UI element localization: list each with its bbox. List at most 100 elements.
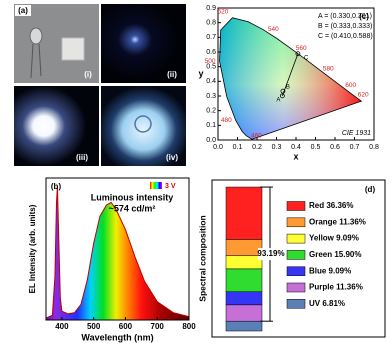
legend-label: Red 36.36% [309,201,353,210]
point-name: A [276,97,280,103]
legend-swatch [286,282,306,293]
panel-label: (d) [365,185,376,194]
y-tick-label: 0.8 [206,20,216,27]
bar-segment [225,304,263,322]
y-tick-label: 0.4 [206,78,216,85]
wavelength-label: 560 [296,45,307,52]
wavelength-label: 600 [345,82,356,89]
tie-line [281,53,299,96]
x-tick-label: 800 [182,322,196,331]
bracket-label: 93.19% [257,249,284,258]
x-tick-label: 0.1 [233,144,243,151]
point-coords: A = (0.330,0.301) [318,13,372,20]
frame [45,177,190,321]
legend-swatch [286,201,306,211]
photo-caption: (ii) [167,70,177,79]
x-tick-label: 400 [55,322,69,331]
legend-label: Green 15.90% [309,250,361,259]
photo-caption: (iii) [76,153,88,162]
color-point [280,88,286,94]
wavelength-label: 460 [251,132,262,139]
panel-label: (b) [51,182,62,191]
photo-caption: (i) [84,70,92,79]
x-tick-label: 0.0 [213,144,223,151]
point-name: B [286,85,290,91]
x-tick-label: 0.8 [369,144,379,151]
x-axis-title: x [293,151,298,161]
annotation: ~574 cd/m² [109,203,156,213]
legend-swatch [286,250,306,260]
color-point [279,93,285,99]
y-tick-label: 0.7 [206,34,216,41]
bar-segment [225,291,263,306]
bar-segment [225,320,263,332]
wavelength-label: 620 [358,92,369,99]
sample [61,37,85,61]
y-axis-title: Spectral composition [197,215,207,301]
point-name: C [304,55,309,61]
x-tick-label: 0.4 [291,144,301,151]
spectrum-chart: 400 500 600 700 800 Wavelength (nm) EL Intensi… [28,177,196,342]
spectrum-fill [46,186,189,320]
label-box [15,5,31,16]
photo-ii [101,4,186,83]
x-axis-title: Wavelength (nm) [81,332,153,342]
caption: CIE 1931 [342,130,371,137]
bar-segment [225,268,263,292]
logo [134,115,152,133]
y-tick-label: 0.6 [206,49,216,56]
bar-segment [225,186,263,240]
x-tick-label: 500 [87,322,101,331]
wavelength-label: 540 [268,26,279,33]
legend-label: Orange 11.36% [309,217,366,226]
x-tick-label: 0.5 [311,144,321,151]
point-coords: C = (0.410,0.588) [318,33,373,40]
x-tick-label: 0.7 [350,144,360,151]
point-coords: B = (0.333,0.333) [318,23,372,30]
legend-swatch [286,217,306,228]
x-tick-label: 600 [119,322,133,331]
color-point [295,51,301,57]
plot-area [46,186,189,320]
y-tick-label: 0.9 [206,5,216,12]
x-tick-label: 0.3 [272,144,282,151]
led [29,27,43,45]
photo-panel: (a) (i) (ii) (iii) (iv) [14,4,186,166]
x-tick-label: 0.6 [330,144,340,151]
legend-label: Purple 11.36% [309,283,363,292]
wavelength-label: 500 [205,58,216,65]
annotation: Luminous intensity [91,192,174,202]
y-tick-label: 0.0 [206,137,216,144]
photo-i [14,4,99,83]
y-tick-label: 0.5 [206,64,216,71]
y-tick-label: 0.3 [206,93,216,100]
panel-label: (a) [18,6,28,15]
voltage-swatch [150,182,162,189]
panel-label: (c) [359,12,369,21]
bracket-label-bg [258,248,284,261]
wavelength-label: 480 [221,117,232,124]
y-tick-label: 0.1 [206,122,216,129]
legend-swatch [286,233,306,244]
lead [38,43,42,77]
wavelength-label: 520 [218,8,229,15]
voltage: 3 V [165,183,176,190]
x-tick-label: 700 [151,322,165,331]
cie-chart: 0.0 0.1 0.2 0.3 0.4 0.5 0.6 0.7 0.8 0.0 0.1 0.2 0.3 0… [198,5,378,162]
spectrum-line [46,186,189,319]
frame [211,179,386,338]
y-axis-title: y [198,68,203,78]
photo-caption: (iv) [166,153,178,162]
wavelength-label: 580 [323,65,334,72]
y-tick-label: 0.2 [206,108,216,115]
photo-iii [14,86,99,166]
gamut-tint [219,17,363,140]
photo-iv [101,86,186,166]
lead [30,43,34,79]
legend-label: Blue 9.09% [309,266,351,275]
composition-chart: 93.19% UV 6.81% Purple 11.36% Blue 9.09% Gre… [197,179,386,338]
legend-label: UV 6.81% [309,299,345,308]
x-tick-label: 0.2 [252,144,262,151]
